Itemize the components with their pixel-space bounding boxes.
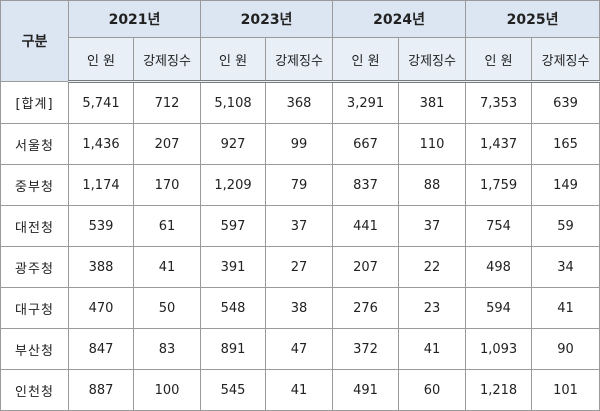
table-body: [합계] 5,741 712 5,108 368 3,291 381 7,353 639 서울청 1… — [0, 81, 600, 411]
value-cell: 1,759 — [465, 164, 533, 206]
value-cell: 90 — [531, 328, 600, 370]
value-cell: 47 — [265, 328, 334, 370]
value-cell: 27 — [265, 246, 334, 288]
value-cell: 545 — [200, 369, 267, 411]
value-cell: 37 — [398, 205, 467, 247]
value-cell: 1,218 — [465, 369, 533, 411]
year-header: 2025년 — [465, 0, 600, 38]
value-cell: 891 — [200, 328, 267, 370]
value-cell: 5,108 — [200, 81, 267, 124]
value-cell: 41 — [398, 328, 467, 370]
subheader: 강제징수 — [265, 37, 334, 83]
value-cell: 441 — [332, 205, 400, 247]
region-cell: 중부청 — [0, 164, 69, 206]
year-header: 2023년 — [200, 0, 334, 38]
subheader: 강제징수 — [531, 37, 600, 83]
value-cell: 548 — [200, 287, 267, 329]
region-cell: 대구청 — [0, 287, 69, 329]
value-cell: 712 — [132, 81, 202, 124]
value-cell: 754 — [465, 205, 533, 247]
value-cell: 37 — [265, 205, 334, 247]
value-cell: 1,436 — [68, 123, 134, 165]
region-cell: [합계] — [0, 81, 69, 124]
value-cell: 41 — [265, 369, 334, 411]
table-row: 대구청 470 50 548 38 276 23 594 41 — [0, 287, 600, 329]
subheader: 강제징수 — [398, 37, 467, 83]
value-cell: 5,741 — [68, 81, 134, 124]
value-cell: 927 — [200, 123, 267, 165]
region-cell: 서울청 — [0, 123, 69, 165]
value-cell: 1,174 — [68, 164, 134, 206]
value-cell: 110 — [398, 123, 467, 165]
value-cell: 847 — [68, 328, 134, 370]
table-row: 부산청 847 83 891 47 372 41 1,093 90 — [0, 328, 600, 370]
value-cell: 837 — [332, 164, 400, 206]
value-cell: 100 — [132, 369, 202, 411]
value-cell: 1,093 — [465, 328, 533, 370]
value-cell: 391 — [200, 246, 267, 288]
value-cell: 99 — [265, 123, 334, 165]
header-label: 구분 — [0, 0, 69, 82]
value-cell: 50 — [132, 287, 202, 329]
value-cell: 149 — [531, 164, 600, 206]
value-cell: 79 — [265, 164, 334, 206]
value-cell: 60 — [398, 369, 467, 411]
table-row: 대전청 539 61 597 37 441 37 754 59 — [0, 205, 600, 247]
value-cell: 41 — [531, 287, 600, 329]
value-cell: 639 — [531, 81, 600, 124]
value-cell: 59 — [531, 205, 600, 247]
region-cell: 인천청 — [0, 369, 69, 411]
year-header: 2024년 — [332, 0, 467, 38]
subheader: 인 원 — [332, 37, 400, 83]
table-row: 광주청 388 41 391 27 207 22 498 34 — [0, 246, 600, 288]
value-cell: 597 — [200, 205, 267, 247]
value-cell: 207 — [132, 123, 202, 165]
value-cell: 61 — [132, 205, 202, 247]
region-cell: 부산청 — [0, 328, 69, 370]
value-cell: 381 — [398, 81, 467, 124]
value-cell: 83 — [132, 328, 202, 370]
value-cell: 1,209 — [200, 164, 267, 206]
value-cell: 498 — [465, 246, 533, 288]
value-cell: 207 — [332, 246, 400, 288]
subheader: 인 원 — [200, 37, 267, 83]
value-cell: 165 — [531, 123, 600, 165]
table-row: [합계] 5,741 712 5,108 368 3,291 381 7,353 639 — [0, 81, 600, 124]
subheader: 인 원 — [465, 37, 533, 83]
table-row: 인천청 887 100 545 41 491 60 1,218 101 — [0, 369, 600, 411]
value-cell: 667 — [332, 123, 400, 165]
value-cell: 7,353 — [465, 81, 533, 124]
value-cell: 34 — [531, 246, 600, 288]
value-cell: 372 — [332, 328, 400, 370]
value-cell: 368 — [265, 81, 334, 124]
table-row: 중부청 1,174 170 1,209 79 837 88 1,759 149 — [0, 164, 600, 206]
region-cell: 대전청 — [0, 205, 69, 247]
subheader: 인 원 — [68, 37, 134, 83]
value-cell: 470 — [68, 287, 134, 329]
value-cell: 3,291 — [332, 81, 400, 124]
value-cell: 101 — [531, 369, 600, 411]
value-cell: 23 — [398, 287, 467, 329]
subheader-row: 인 원 강제징수 인 원 강제징수 인 원 강제징수 인 원 강제징수 — [1, 37, 600, 83]
value-cell: 22 — [398, 246, 467, 288]
value-cell: 38 — [265, 287, 334, 329]
subheader: 강제징수 — [132, 37, 202, 83]
value-cell: 1,437 — [465, 123, 533, 165]
header-row: 구분 2021년 2023년 2024년 2025년 — [0, 0, 600, 82]
value-cell: 594 — [465, 287, 533, 329]
value-cell: 88 — [398, 164, 467, 206]
table-row: 서울청 1,436 207 927 99 667 110 1,437 165 — [0, 123, 600, 165]
year-header: 2021년 — [67, 0, 202, 38]
value-cell: 491 — [332, 369, 400, 411]
value-cell: 539 — [68, 205, 134, 247]
value-cell: 41 — [132, 246, 202, 288]
value-cell: 170 — [132, 164, 202, 206]
value-cell: 276 — [332, 287, 400, 329]
value-cell: 887 — [68, 369, 134, 411]
value-cell: 388 — [68, 246, 134, 288]
region-cell: 광주청 — [0, 246, 69, 288]
